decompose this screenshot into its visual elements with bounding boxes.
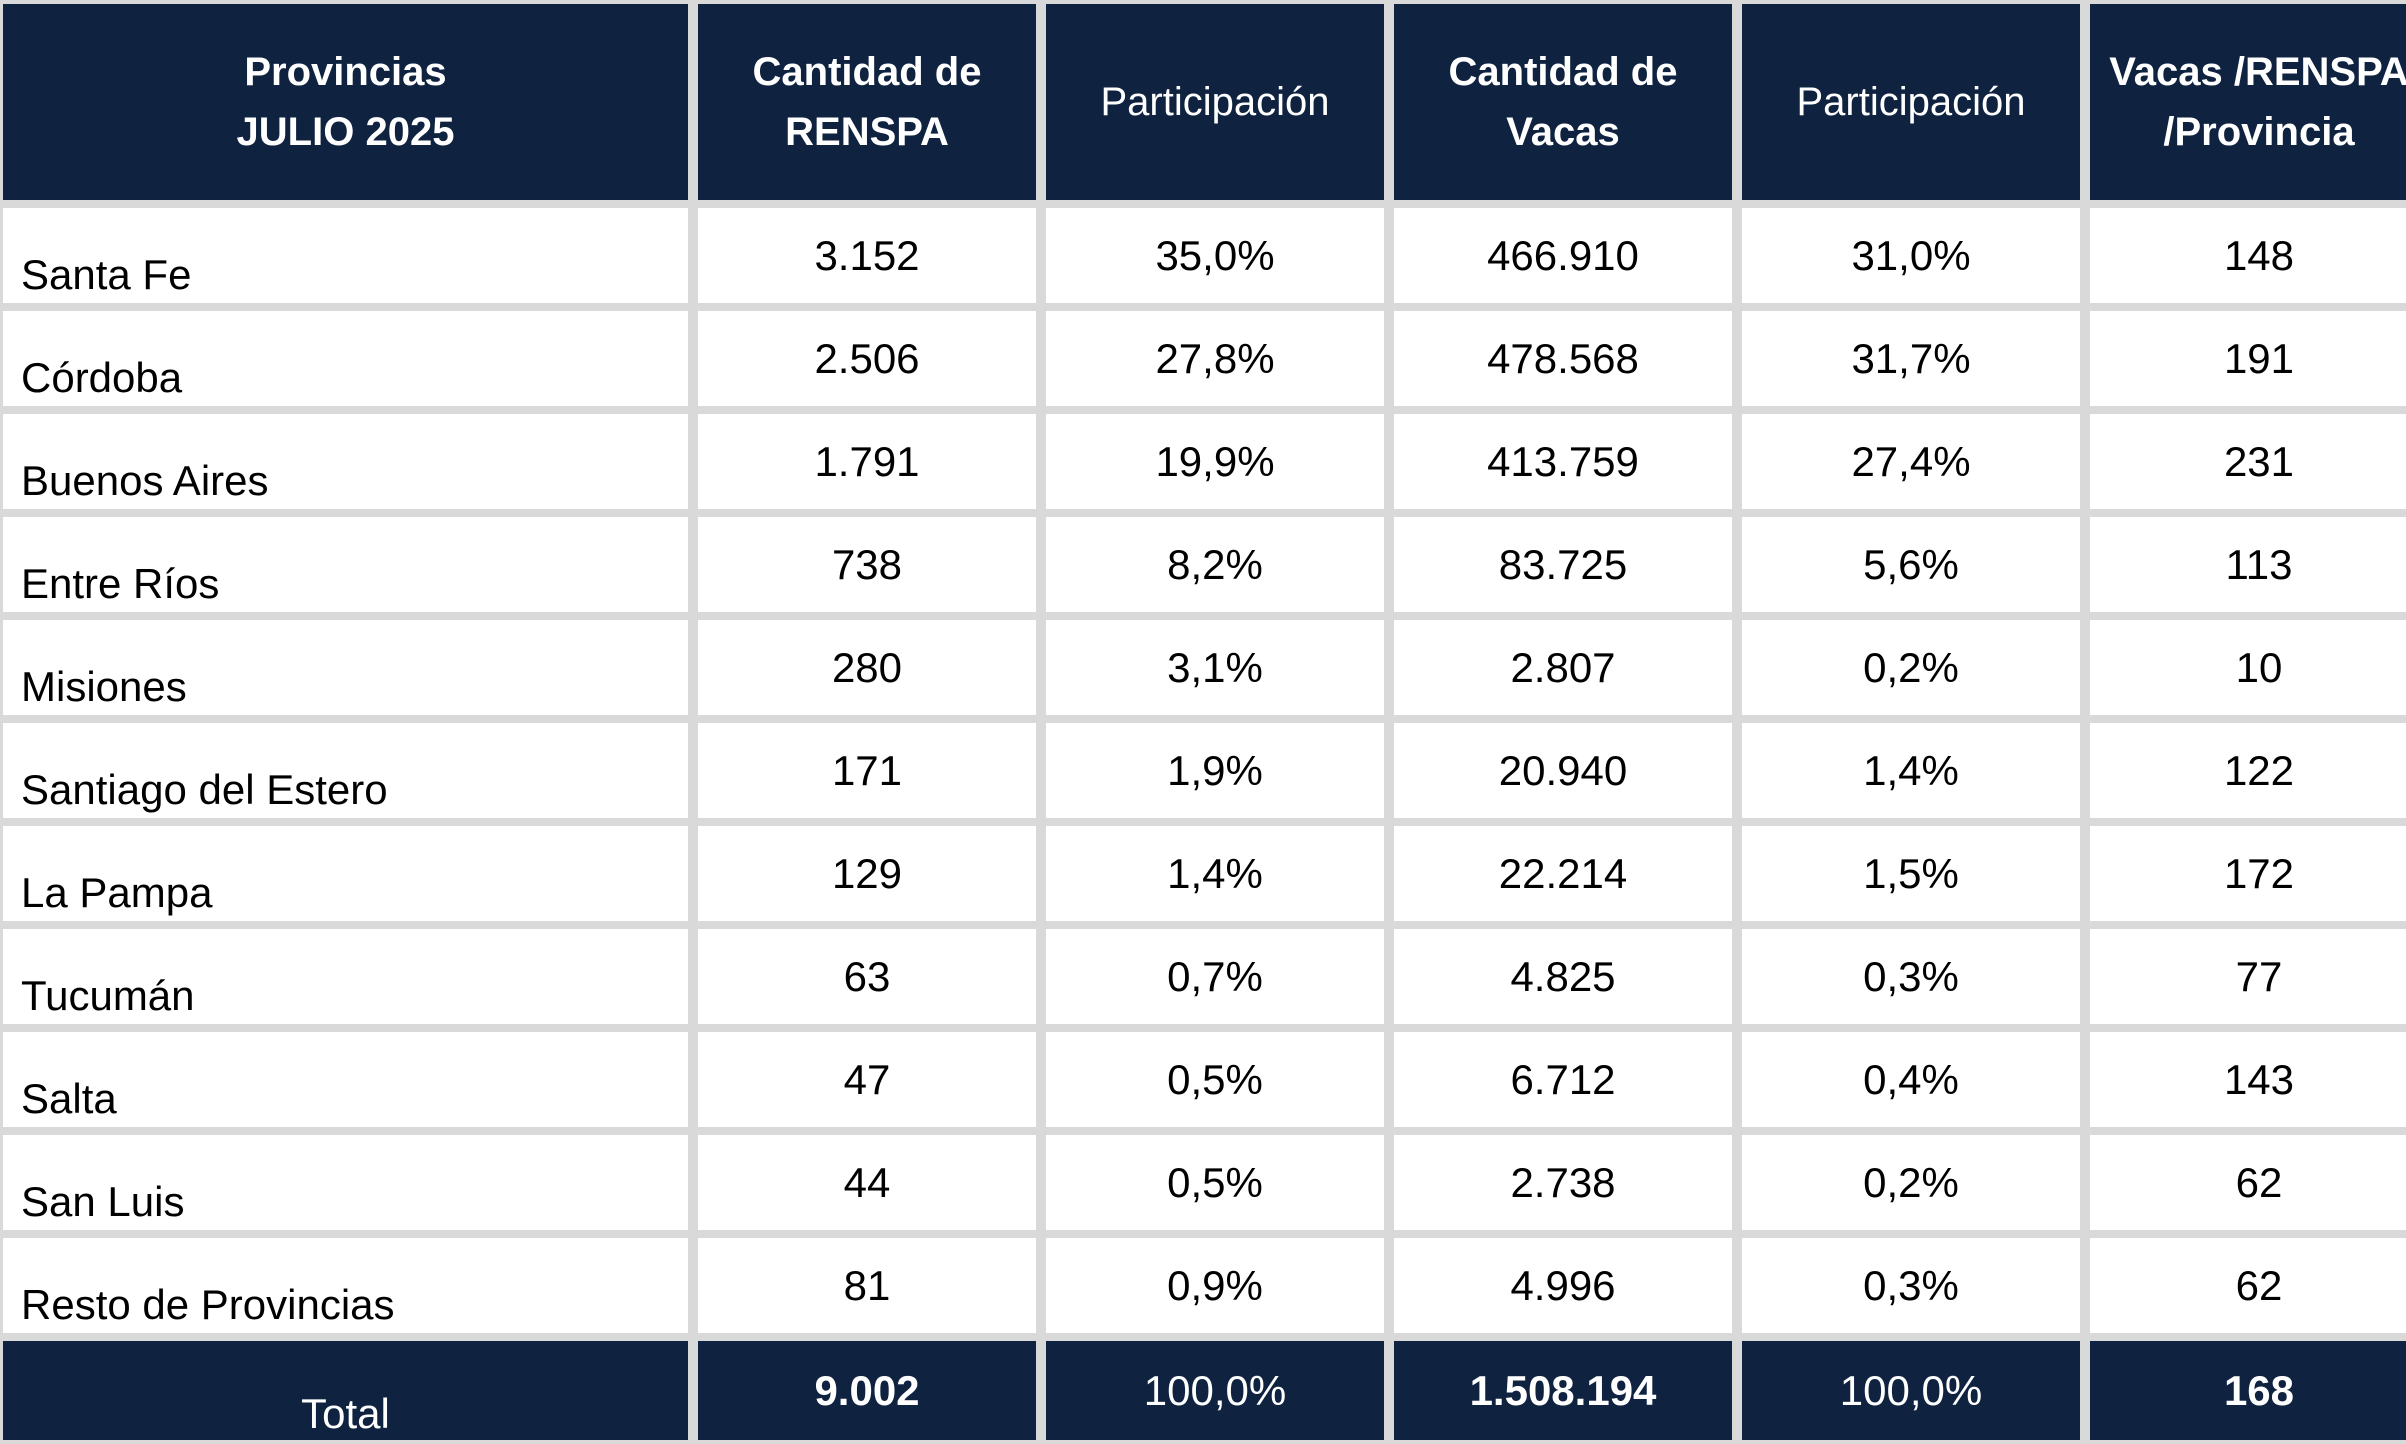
header-cantidad-renspa-label: Cantidad de RENSPA — [752, 50, 982, 154]
row-cell-renspa: 280 — [698, 620, 1036, 715]
header-vacas-por-renspa-label: Vacas /RENSPA /Provincia — [2109, 50, 2406, 154]
row-cell-renspa: 738 — [698, 517, 1036, 612]
row-province-name: Santiago del Estero — [3, 723, 688, 818]
total-part-renspa: 100,0% — [1046, 1341, 1384, 1440]
row-cell-part-vacas: 0,2% — [1742, 1135, 2080, 1230]
row-cell-vacas: 22.214 — [1394, 826, 1732, 921]
row-cell-part-vacas: 0,2% — [1742, 620, 2080, 715]
row-cell-part-renspa: 1,4% — [1046, 826, 1384, 921]
total-part-vacas: 100,0% — [1742, 1341, 2080, 1440]
row-cell-vacas: 2.807 — [1394, 620, 1732, 715]
row-province-name: Salta — [3, 1032, 688, 1127]
row-cell-ratio: 148 — [2090, 208, 2406, 303]
row-cell-renspa: 3.152 — [698, 208, 1036, 303]
row-cell-renspa: 171 — [698, 723, 1036, 818]
row-cell-part-renspa: 8,2% — [1046, 517, 1384, 612]
total-label: Total — [3, 1341, 688, 1440]
row-cell-part-renspa: 1,9% — [1046, 723, 1384, 818]
row-cell-part-renspa: 35,0% — [1046, 208, 1384, 303]
header-cantidad-vacas-label: Cantidad de Vacas — [1448, 50, 1678, 154]
row-cell-part-renspa: 0,7% — [1046, 929, 1384, 1024]
header-participacion-vacas-label: Participación — [1796, 80, 2026, 124]
row-cell-ratio: 191 — [2090, 311, 2406, 406]
header-provincias-label: Provincias JULIO 2025 — [236, 50, 455, 154]
row-cell-ratio: 62 — [2090, 1135, 2406, 1230]
row-cell-vacas: 413.759 — [1394, 414, 1732, 509]
total-vacas: 1.508.194 — [1394, 1341, 1732, 1440]
total-renspa: 9.002 — [698, 1341, 1036, 1440]
row-cell-vacas: 4.825 — [1394, 929, 1732, 1024]
row-cell-ratio: 10 — [2090, 620, 2406, 715]
row-cell-vacas: 2.738 — [1394, 1135, 1732, 1230]
header-cantidad-vacas: Cantidad de Vacas — [1394, 4, 1732, 200]
row-cell-ratio: 143 — [2090, 1032, 2406, 1127]
row-cell-part-renspa: 3,1% — [1046, 620, 1384, 715]
row-cell-part-renspa: 0,5% — [1046, 1135, 1384, 1230]
row-cell-vacas: 6.712 — [1394, 1032, 1732, 1127]
row-cell-vacas: 466.910 — [1394, 208, 1732, 303]
row-cell-part-vacas: 0,3% — [1742, 1238, 2080, 1333]
row-cell-renspa: 81 — [698, 1238, 1036, 1333]
row-cell-part-renspa: 0,9% — [1046, 1238, 1384, 1333]
row-cell-ratio: 231 — [2090, 414, 2406, 509]
row-cell-renspa: 1.791 — [698, 414, 1036, 509]
row-province-name: Buenos Aires — [3, 414, 688, 509]
row-province-name: Entre Ríos — [3, 517, 688, 612]
row-cell-vacas: 83.725 — [1394, 517, 1732, 612]
row-cell-part-vacas: 27,4% — [1742, 414, 2080, 509]
row-cell-renspa: 2.506 — [698, 311, 1036, 406]
row-cell-part-vacas: 31,7% — [1742, 311, 2080, 406]
header-provincias: Provincias JULIO 2025 — [3, 4, 688, 200]
row-cell-part-vacas: 0,3% — [1742, 929, 2080, 1024]
row-cell-ratio: 77 — [2090, 929, 2406, 1024]
row-cell-part-renspa: 27,8% — [1046, 311, 1384, 406]
row-cell-renspa: 47 — [698, 1032, 1036, 1127]
row-cell-renspa: 63 — [698, 929, 1036, 1024]
row-province-name: Santa Fe — [3, 208, 688, 303]
row-province-name: La Pampa — [3, 826, 688, 921]
header-vacas-por-renspa: Vacas /RENSPA /Provincia — [2090, 4, 2406, 200]
row-cell-part-vacas: 1,4% — [1742, 723, 2080, 818]
row-province-name: Misiones — [3, 620, 688, 715]
row-cell-ratio: 122 — [2090, 723, 2406, 818]
row-province-name: Córdoba — [3, 311, 688, 406]
row-cell-part-vacas: 31,0% — [1742, 208, 2080, 303]
row-cell-part-renspa: 19,9% — [1046, 414, 1384, 509]
row-province-name: Resto de Provincias — [3, 1238, 688, 1333]
total-ratio: 168 — [2090, 1341, 2406, 1440]
row-cell-part-vacas: 1,5% — [1742, 826, 2080, 921]
row-cell-renspa: 44 — [698, 1135, 1036, 1230]
row-cell-part-renspa: 0,5% — [1046, 1032, 1384, 1127]
header-participacion-renspa-label: Participación — [1100, 80, 1330, 124]
row-province-name: Tucumán — [3, 929, 688, 1024]
row-cell-vacas: 478.568 — [1394, 311, 1732, 406]
row-cell-part-vacas: 0,4% — [1742, 1032, 2080, 1127]
row-cell-vacas: 20.940 — [1394, 723, 1732, 818]
row-cell-ratio: 172 — [2090, 826, 2406, 921]
row-province-name: San Luis — [3, 1135, 688, 1230]
row-cell-ratio: 62 — [2090, 1238, 2406, 1333]
row-cell-part-vacas: 5,6% — [1742, 517, 2080, 612]
header-participacion-renspa: Participación — [1046, 4, 1384, 200]
header-cantidad-renspa: Cantidad de RENSPA — [698, 4, 1036, 200]
header-participacion-vacas: Participación — [1742, 4, 2080, 200]
row-cell-vacas: 4.996 — [1394, 1238, 1732, 1333]
row-cell-renspa: 129 — [698, 826, 1036, 921]
row-cell-ratio: 113 — [2090, 517, 2406, 612]
